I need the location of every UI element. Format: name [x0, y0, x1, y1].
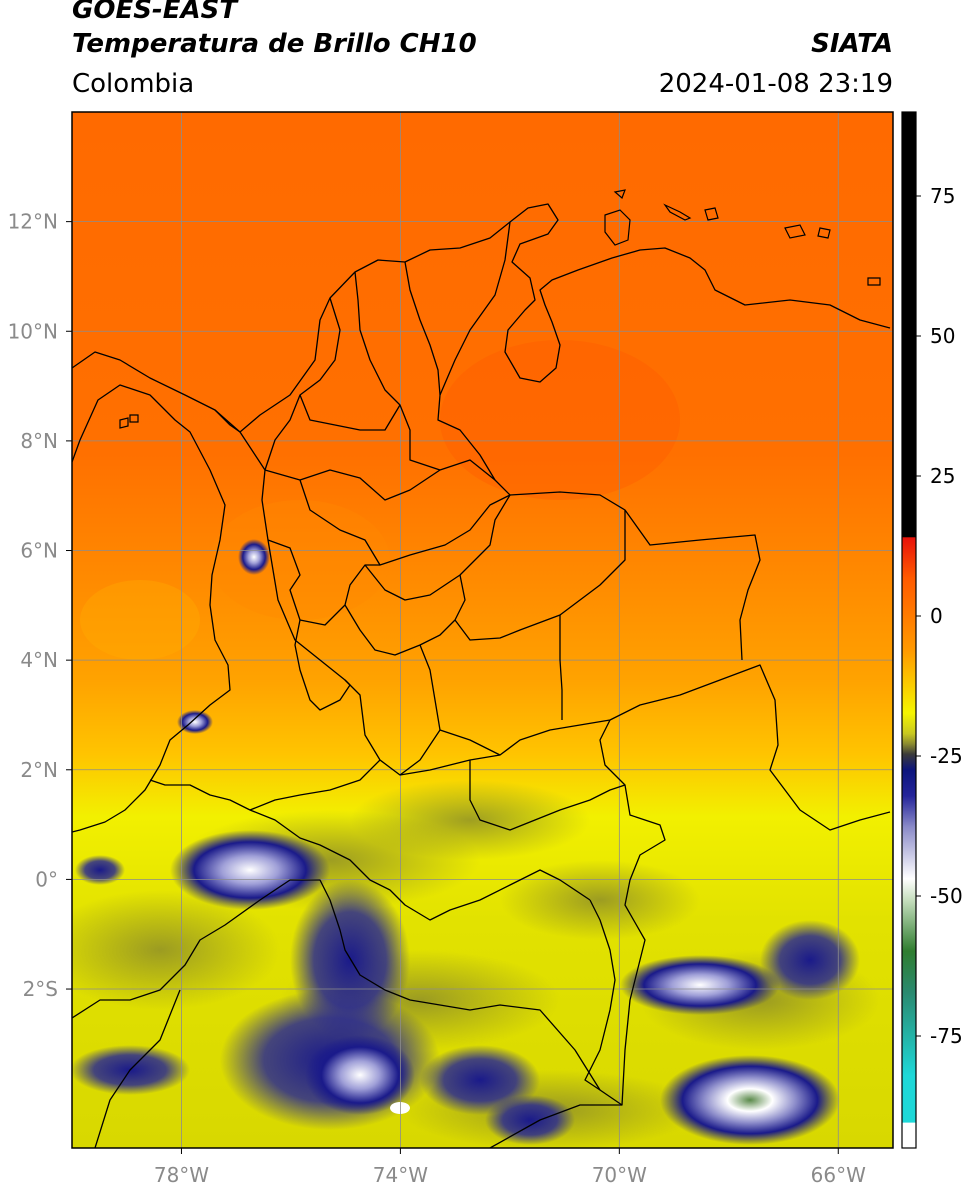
agency-label: SIATA [811, 29, 893, 59]
deep-convection-clouds [72, 539, 860, 1145]
ecuador-peru [72, 879, 601, 1091]
dept-10 [399, 729, 441, 776]
caribbean-coast [72, 203, 891, 433]
lat-tick-label: 0° [35, 867, 58, 891]
colorbar-tick-label: 50 [930, 324, 955, 348]
colorbar-tick-label: 0 [930, 604, 943, 628]
satellite-title: GOES-EAST [72, 0, 238, 25]
dept-13 [264, 297, 341, 471]
borders [72, 203, 891, 1148]
dept-16 [299, 394, 401, 431]
colorbar-tick-label: 25 [930, 464, 955, 488]
lat-tick-label: 12°N [8, 210, 58, 234]
latitude-axis: 12°N 10°N 8°N 6°N 4°N 2°N 0° 2°S [8, 210, 72, 1001]
islands [119, 189, 881, 429]
lat-tick-label: 6°N [20, 539, 58, 563]
colorbar: 75 50 25 0 -25 -50 -75 [901, 111, 963, 1149]
lon-tick-label: 70°W [592, 1163, 647, 1187]
dept-14 [354, 271, 441, 471]
colorbar-ticks: 75 50 25 0 -25 -50 -75 [916, 184, 963, 1048]
dept-1 [264, 459, 496, 501]
lat-tick-label: 10°N [8, 319, 58, 343]
colombia-outline [239, 431, 891, 831]
graticule [72, 112, 893, 1148]
lon-tick-label: 74°W [373, 1163, 428, 1187]
colombia-peru [149, 779, 591, 921]
lat-tick-label: 4°N [20, 648, 58, 672]
pacific-coast [72, 384, 231, 833]
dept-2 [299, 479, 511, 566]
map-frame [71, 111, 894, 1149]
colorbar-tick-label: 75 [930, 184, 955, 208]
lat-tick-label: 2°S [23, 977, 58, 1001]
lon-tick-label: 78°W [154, 1163, 209, 1187]
colorbar-tick-label: -50 [930, 884, 963, 908]
colombia-brazil [584, 719, 666, 1106]
dept-15 [404, 261, 441, 396]
region-label: Colombia [72, 69, 195, 99]
dept-12 [249, 759, 381, 811]
dept-3 [267, 539, 380, 626]
lat-tick-label: 8°N [20, 429, 58, 453]
lat-tick-label: 2°N [20, 758, 58, 782]
colorbar-scale [901, 111, 917, 1149]
longitude-axis: 78°W 74°W 70°W 66°W [154, 1148, 866, 1187]
product-title: Temperatura de Brillo CH10 [72, 29, 477, 59]
dept-8 [294, 619, 351, 711]
colorbar-tick-label: -25 [930, 744, 963, 768]
lon-tick-label: 66°W [811, 1163, 866, 1187]
warm-haze [80, 340, 680, 660]
dept-4 [364, 494, 511, 601]
dept-9 [559, 615, 563, 720]
datetime-label: 2024-01-08 23:19 [658, 69, 893, 99]
colorbar-tick-label: -75 [930, 1024, 963, 1048]
dept-17 [214, 409, 241, 433]
dept-11 [469, 760, 626, 831]
dept-7 [419, 644, 501, 756]
ecuador-south [94, 989, 181, 1148]
peru-brazil [489, 1104, 622, 1148]
